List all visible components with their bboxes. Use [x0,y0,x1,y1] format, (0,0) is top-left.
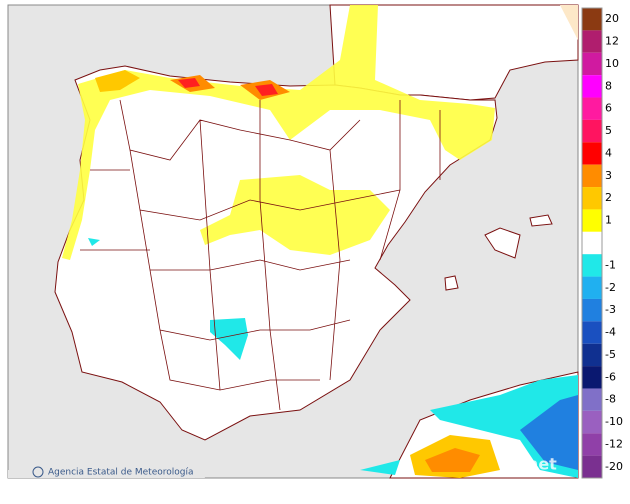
credit: Agencia Estatal de Meteorología [48,468,194,478]
legend-swatch [582,276,602,299]
legend-label: -5 [605,348,616,361]
ibiza [444,275,459,291]
legend-label: 5 [605,124,612,137]
legend-label: 12 [605,35,619,48]
legend-label: -6 [605,370,616,383]
legend-swatch [582,388,602,411]
legend-swatch [582,343,602,367]
france-east [545,5,578,40]
legend-swatch [582,254,602,277]
legend-swatch [582,209,602,232]
legend-swatch [582,433,602,456]
province-borders [80,99,441,411]
mallorca [484,227,521,259]
legend-swatch [582,410,602,434]
menorca [529,214,553,227]
legend-label: -4 [605,326,616,339]
anomaly-yellow-center [200,175,390,255]
legend-label: 10 [605,57,619,70]
legend-swatch [582,298,602,322]
anomaly-blue-africa [520,395,578,470]
legend-swatch [582,8,602,31]
legend-frame [581,7,603,479]
legend-swatch [582,97,602,120]
legend-label: -10 [605,415,623,428]
anomaly-orange-north [170,75,290,100]
credit-band [8,470,205,478]
legend-swatch [582,75,602,98]
legend-label: 2 [605,191,612,204]
legend-label: 20 [605,12,619,25]
legend-label: 8 [605,79,612,92]
legend-swatch [582,187,602,210]
legend-label: 6 [605,102,612,115]
legend-swatch [582,52,602,76]
anomaly-deep-orange-africa [425,448,480,472]
anomaly-red-north [178,78,278,96]
legend-swatch [582,366,602,389]
legend-label: -20 [605,460,623,473]
legend-swatch [582,164,602,188]
anomaly-orange-galicia [95,70,140,92]
copyright-icon [32,466,44,478]
legend-swatch [582,119,602,143]
legend-label: -8 [605,393,616,406]
legend-label: -2 [605,281,616,294]
legend-swatch [582,455,602,478]
legend-swatch [582,231,602,255]
legend-label: -3 [605,303,616,316]
legend-swatch [582,30,602,53]
anomaly-cyan-south [88,238,248,360]
legend-label: -12 [605,437,623,450]
legend-label: 1 [605,214,612,227]
watermark: aemet [500,455,557,474]
legend-label: 4 [605,146,612,159]
legend-label: 3 [605,169,612,182]
legend-swatch [582,142,602,165]
legend-swatch [582,321,602,344]
legend-label: -1 [605,258,616,271]
anomaly-cyan-africa [360,375,578,478]
